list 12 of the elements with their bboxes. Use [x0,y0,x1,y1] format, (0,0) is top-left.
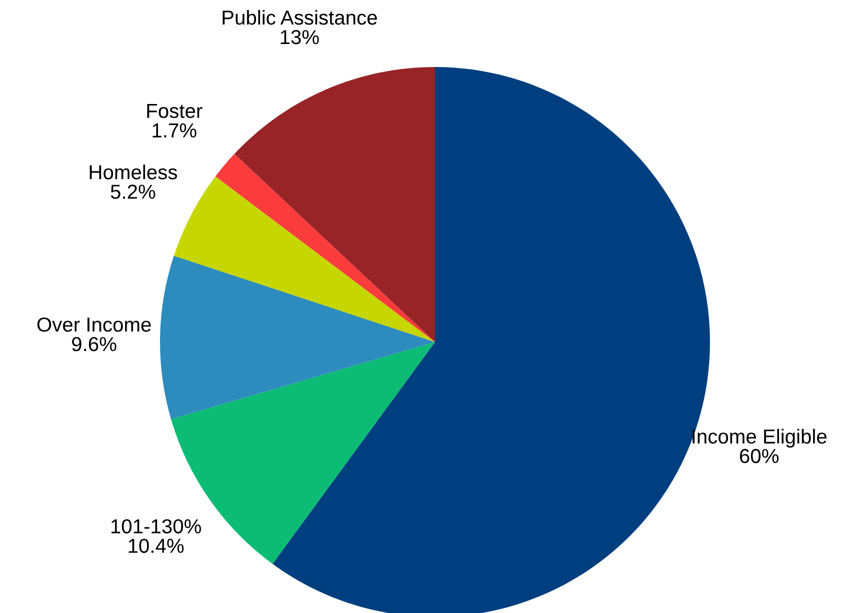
data-label: 1.7% [152,123,196,138]
data-label: 5.2% [110,184,156,199]
slice-label: 101-130% [111,519,202,534]
data-label: 60% [740,448,779,464]
slice-label: Income Eligible [692,428,827,448]
data-label: 10.4% [128,538,184,553]
data-label: 9.6% [72,337,116,352]
slice-label: Over Income [37,317,151,332]
data-label: 13% [280,30,319,44]
slice-label: Public Assistance [222,10,377,25]
slice-label: Foster [147,104,202,118]
slice-label: Homeless [90,164,178,180]
